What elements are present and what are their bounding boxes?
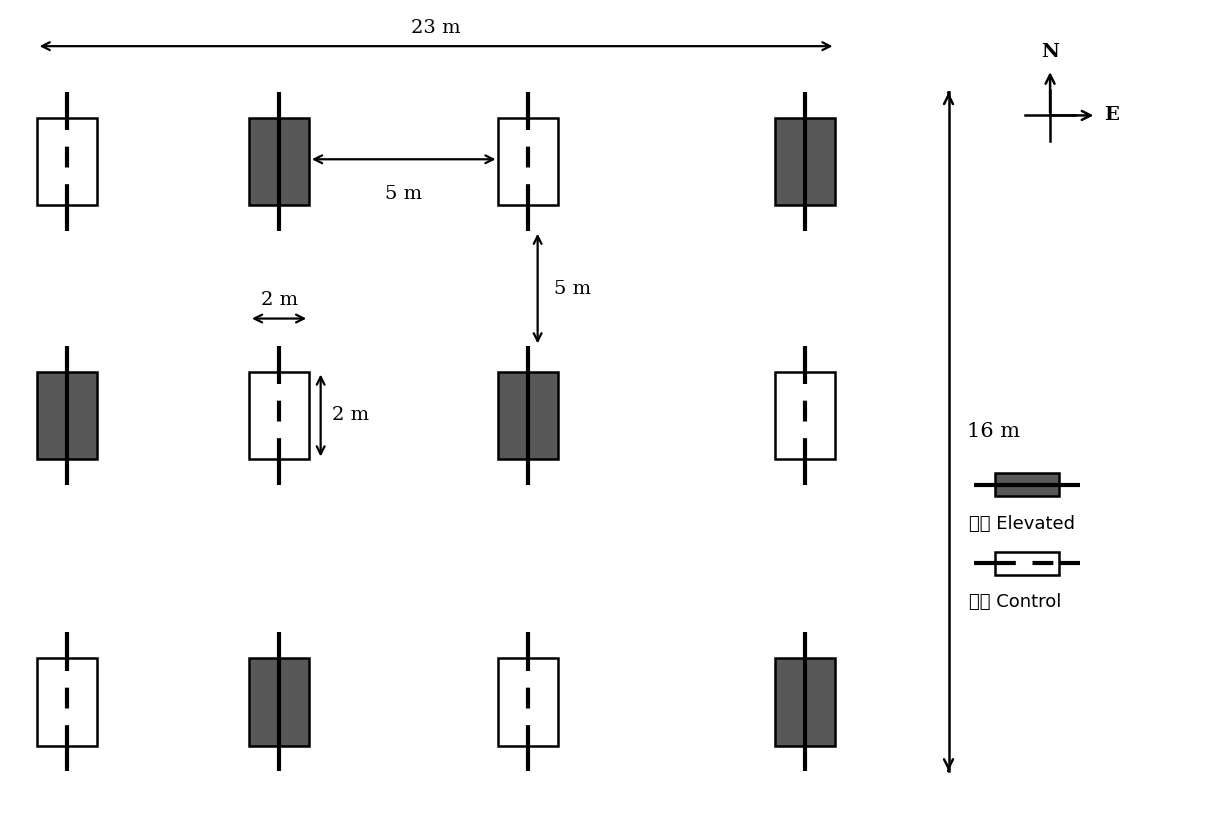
Bar [249,371,309,460]
Bar [37,118,97,205]
Bar [499,118,559,205]
Bar [499,658,559,745]
Text: 23 m: 23 m [411,19,461,37]
Text: 对照 Control: 对照 Control [970,593,1062,612]
Text: 2 m: 2 m [333,406,369,425]
Text: 增温 Elevated: 增温 Elevated [970,514,1075,533]
Bar [994,473,1059,496]
Bar [37,371,97,460]
Bar [775,371,835,460]
Text: N: N [1041,43,1059,61]
Text: 5 m: 5 m [554,279,591,297]
Bar [775,118,835,205]
Bar [994,552,1059,575]
Bar [775,658,835,745]
Text: 2 m: 2 m [260,292,297,309]
Text: 16 m: 16 m [967,422,1020,441]
Text: 5 m: 5 m [385,184,422,203]
Bar [249,658,309,745]
Bar [249,118,309,205]
Bar [499,371,559,460]
Bar [37,658,97,745]
Text: E: E [1104,106,1119,125]
